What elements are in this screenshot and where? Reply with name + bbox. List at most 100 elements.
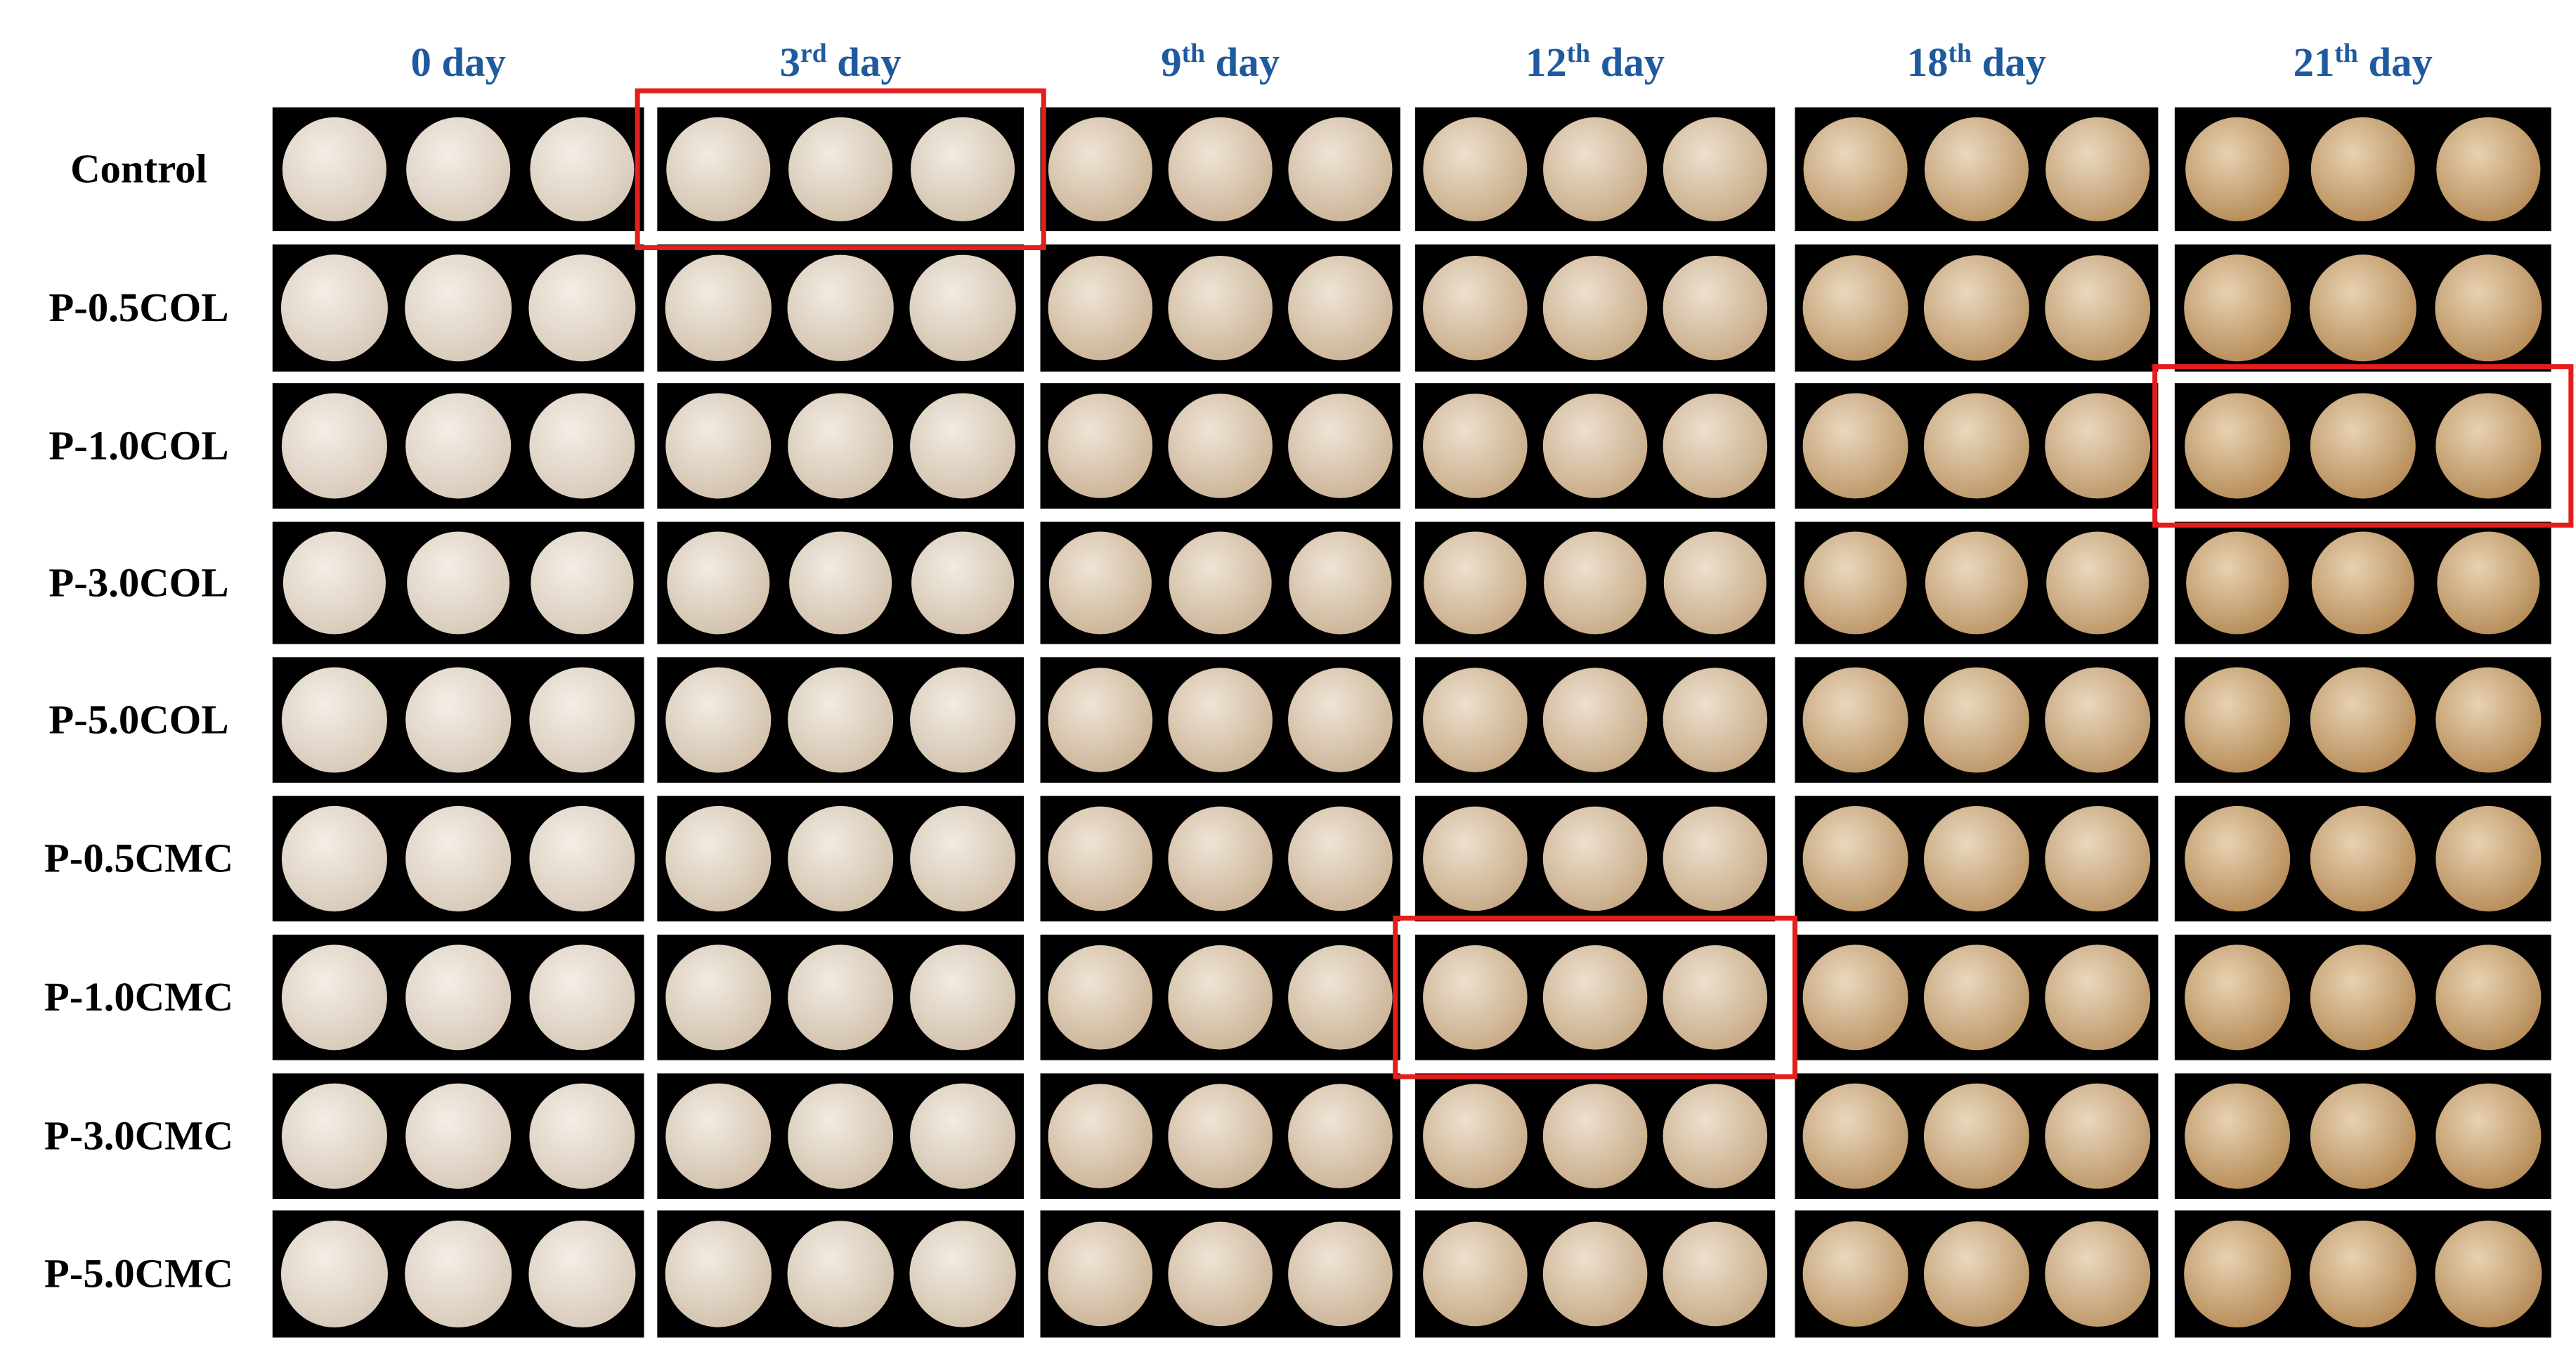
sample-ball (911, 531, 1015, 635)
header-superscript: th (1182, 39, 1206, 68)
sample-ball (282, 531, 386, 635)
sample-ball (405, 1083, 512, 1189)
sample-ball (1804, 531, 1907, 635)
sample-ball (407, 531, 510, 635)
header-number: 18 (1907, 39, 1949, 85)
sample-ball (2185, 805, 2291, 911)
sample-ball (2435, 1083, 2542, 1189)
column-header: 0 day (410, 39, 505, 85)
sample-ball (665, 393, 772, 499)
column-header: 9th day (1161, 39, 1280, 86)
sample-ball (2185, 667, 2291, 773)
sample-ball (1048, 668, 1153, 772)
sample-ball (2046, 531, 2149, 635)
sample-ball (2185, 1083, 2291, 1189)
sample-ball (405, 1220, 512, 1327)
sample-ball (1048, 945, 1153, 1050)
sample-ball (2310, 667, 2416, 773)
sample-ball (1423, 1084, 1528, 1188)
sample-ball (789, 531, 892, 635)
sample-ball (2045, 255, 2151, 361)
row-label: P-0.5COL (48, 285, 228, 330)
sample-ball (1542, 1084, 1648, 1188)
header-suffix: day (1972, 39, 2046, 85)
sample-ball (1168, 117, 1273, 221)
sample-ball (1288, 668, 1393, 772)
sample-ball (1423, 668, 1528, 772)
sample-ball (1542, 806, 1648, 911)
sample-ball (1923, 1083, 2029, 1189)
sample-ball (1288, 255, 1393, 361)
sample-ball (530, 117, 635, 221)
sample-ball (1542, 255, 1648, 361)
row-label: P-3.0COL (48, 559, 228, 605)
header-number: 9 (1161, 39, 1181, 85)
sample-ball (788, 117, 893, 221)
column-header: 12th day (1526, 39, 1665, 86)
sample-ball (2309, 1220, 2416, 1327)
sample-ball (2185, 944, 2291, 1051)
sample-ball (909, 254, 1016, 361)
sample-ball (2045, 393, 2151, 499)
sample-ball (1802, 255, 1908, 361)
header-superscript: th (1567, 39, 1591, 68)
sample-ball (1663, 394, 1768, 498)
sample-ball (405, 944, 512, 1051)
sample-ball (1048, 394, 1153, 498)
sample-ball (1802, 1083, 1908, 1189)
column-header: 3rd day (780, 39, 902, 86)
sample-ball (1168, 1221, 1273, 1327)
header-suffix: day (2358, 39, 2433, 85)
sample-ball (405, 254, 512, 362)
sample-ball (1802, 1221, 1908, 1327)
header-suffix: day (1590, 39, 1665, 85)
sample-ball (910, 667, 1016, 773)
highlight-box (2152, 364, 2574, 528)
sample-ball (2045, 805, 2151, 911)
sample-ball (1663, 668, 1768, 772)
sample-ball (405, 805, 512, 911)
sample-ball (281, 393, 387, 499)
sample-ball (529, 1083, 635, 1189)
sample-ball (281, 944, 387, 1051)
sample-ball (1423, 117, 1528, 221)
sample-ball (1923, 255, 2029, 361)
header-superscript: th (2334, 39, 2358, 68)
sample-ball (1168, 1084, 1273, 1188)
sample-ball (666, 117, 771, 221)
column-header: 18th day (1907, 39, 2046, 86)
header-suffix: day (1205, 39, 1280, 85)
sample-ball (405, 393, 512, 499)
sample-ball (1423, 1221, 1528, 1327)
sample-ball (1168, 394, 1273, 498)
sample-ball (1543, 117, 1648, 221)
sample-ball (665, 667, 772, 773)
sample-ball (1924, 117, 2029, 221)
sample-ball (2435, 805, 2542, 911)
sample-ball (1663, 255, 1768, 361)
sample-ball (2045, 1083, 2151, 1189)
sample-ball (1923, 1221, 2029, 1327)
sample-ball (2185, 117, 2290, 221)
sample-ball (1048, 1084, 1153, 1188)
sample-ball (1423, 255, 1528, 361)
sample-ball (1169, 531, 1272, 635)
sample-ball (1423, 945, 1528, 1050)
sample-ball (1802, 944, 1908, 1051)
sample-ball (1542, 668, 1648, 772)
sample-ball (406, 117, 511, 221)
sample-ball (1289, 531, 1392, 635)
sample-ball (1802, 805, 1908, 911)
sample-ball (281, 805, 387, 911)
sample-ball (281, 1083, 387, 1189)
sample-ball (2185, 393, 2291, 499)
sample-ball (2045, 667, 2151, 773)
sample-ball (1168, 945, 1273, 1050)
sample-ball (1288, 394, 1393, 498)
sample-ball (1048, 531, 1152, 635)
sample-ball (1923, 667, 2029, 773)
row-label: P-3.0CMC (44, 1113, 233, 1159)
sample-ball (1925, 531, 2028, 635)
sample-ball (910, 1083, 1016, 1189)
